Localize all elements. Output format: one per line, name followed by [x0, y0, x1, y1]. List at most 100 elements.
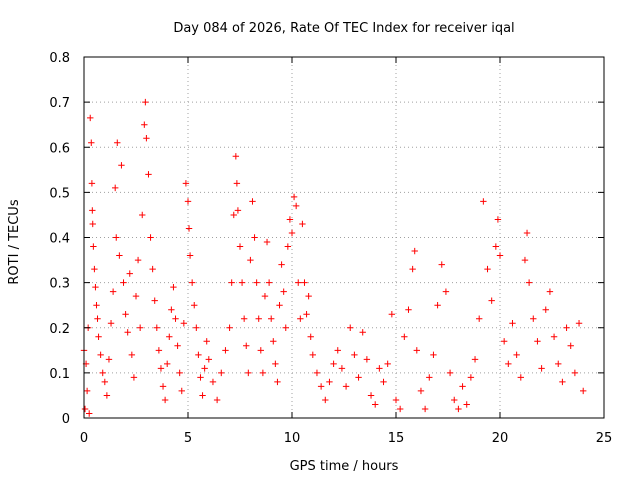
- data-point-0-97: [265, 279, 273, 286]
- y-tick-label-6: 0.6: [49, 141, 70, 156]
- data-point-0-89: [249, 198, 256, 205]
- data-point-0-154: [455, 405, 462, 413]
- data-point-0-107: [286, 216, 294, 223]
- data-point-0-159: [476, 315, 483, 322]
- data-point-0-69: [199, 392, 206, 399]
- data-point-0-86: [243, 342, 250, 349]
- data-point-0-148: [430, 351, 437, 359]
- data-point-0-183: [567, 342, 574, 349]
- y-tick-label-3: 0.3: [49, 277, 70, 292]
- data-point-0-169: [513, 351, 520, 359]
- data-point-0-162: [488, 297, 495, 304]
- data-point-0-30: [122, 311, 129, 318]
- data-point-0-84: [238, 279, 246, 286]
- data-point-0-14: [93, 301, 100, 309]
- data-point-0-37: [136, 324, 144, 331]
- data-point-0-111: [295, 279, 302, 286]
- x-tick-label-5: 25: [596, 431, 613, 446]
- data-point-0-6: [87, 114, 94, 122]
- data-point-0-127: [347, 324, 354, 331]
- data-point-0-78: [228, 279, 235, 286]
- data-point-0-176: [538, 365, 545, 372]
- data-point-0-145: [417, 387, 425, 395]
- data-point-0-112: [297, 315, 304, 322]
- y-tick-label-8: 0.8: [49, 51, 70, 66]
- data-point-0-128: [351, 351, 358, 359]
- data-point-0-114: [301, 279, 308, 286]
- data-point-0-140: [401, 333, 408, 340]
- data-point-0-9: [89, 207, 96, 214]
- data-point-0-173: [525, 279, 533, 286]
- data-point-0-116: [305, 292, 312, 300]
- data-point-0-1: [81, 405, 89, 413]
- data-point-0-153: [451, 396, 458, 404]
- y-tick-label-0: 0: [62, 412, 70, 427]
- data-point-0-22: [107, 320, 115, 327]
- data-point-0-108: [288, 229, 296, 237]
- data-point-0-61: [184, 198, 192, 205]
- data-point-0-184: [571, 369, 579, 377]
- data-point-0-45: [151, 297, 158, 304]
- data-point-0-141: [405, 306, 412, 313]
- data-point-0-13: [92, 283, 99, 291]
- data-point-0-50: [161, 396, 169, 404]
- data-point-0-124: [334, 347, 341, 354]
- data-point-0-54: [170, 283, 177, 291]
- data-point-0-49: [159, 383, 167, 390]
- data-point-0-70: [201, 365, 208, 372]
- data-point-0-139: [396, 405, 404, 413]
- data-point-0-146: [421, 405, 429, 413]
- data-point-0-19: [101, 378, 108, 386]
- data-point-0-103: [278, 261, 285, 268]
- data-point-0-94: [259, 369, 267, 377]
- data-point-0-51: [164, 360, 171, 368]
- data-point-0-130: [359, 329, 366, 336]
- data-points: [80, 98, 587, 417]
- data-point-0-180: [555, 360, 562, 368]
- data-point-0-43: [147, 234, 154, 241]
- data-point-0-105: [282, 324, 289, 331]
- data-point-0-136: [384, 360, 391, 368]
- data-point-0-120: [317, 383, 325, 390]
- data-point-0-85: [240, 315, 248, 322]
- data-point-0-60: [182, 180, 190, 187]
- data-point-0-65: [191, 301, 198, 309]
- data-point-0-171: [521, 256, 529, 264]
- data-point-0-3: [83, 387, 91, 395]
- data-point-0-164: [494, 216, 502, 223]
- data-point-0-31: [124, 329, 131, 336]
- data-point-0-168: [509, 320, 516, 327]
- data-point-0-87: [245, 369, 252, 377]
- y-tick-label-4: 0.4: [49, 232, 70, 247]
- data-point-0-10: [89, 220, 96, 228]
- data-point-0-147: [426, 374, 433, 381]
- data-point-0-110: [292, 202, 300, 210]
- data-point-0-62: [185, 225, 193, 232]
- x-tick-label-0: 0: [80, 431, 88, 446]
- data-point-0-123: [330, 360, 337, 368]
- data-point-0-28: [118, 162, 125, 169]
- data-point-0-56: [174, 342, 181, 349]
- data-point-0-109: [290, 193, 298, 201]
- data-point-0-126: [342, 383, 350, 390]
- data-point-0-149: [434, 301, 441, 309]
- data-point-0-131: [363, 356, 371, 363]
- data-point-0-93: [257, 347, 264, 354]
- data-point-0-163: [492, 243, 500, 250]
- data-point-0-34: [130, 374, 138, 381]
- data-point-0-72: [205, 356, 212, 363]
- data-point-0-115: [303, 311, 310, 318]
- data-point-0-63: [186, 252, 194, 259]
- data-point-0-17: [97, 351, 104, 359]
- data-point-0-170: [517, 374, 524, 381]
- data-point-0-77: [226, 324, 233, 331]
- data-point-0-182: [563, 324, 570, 331]
- data-point-0-151: [442, 288, 450, 295]
- data-point-0-100: [272, 360, 279, 368]
- data-point-0-21: [105, 356, 113, 363]
- data-point-0-125: [338, 365, 346, 372]
- data-point-0-156: [463, 401, 470, 408]
- y-tick-label-5: 0.5: [49, 186, 70, 201]
- data-point-0-33: [128, 351, 136, 359]
- x-tick-label-1: 5: [184, 431, 192, 446]
